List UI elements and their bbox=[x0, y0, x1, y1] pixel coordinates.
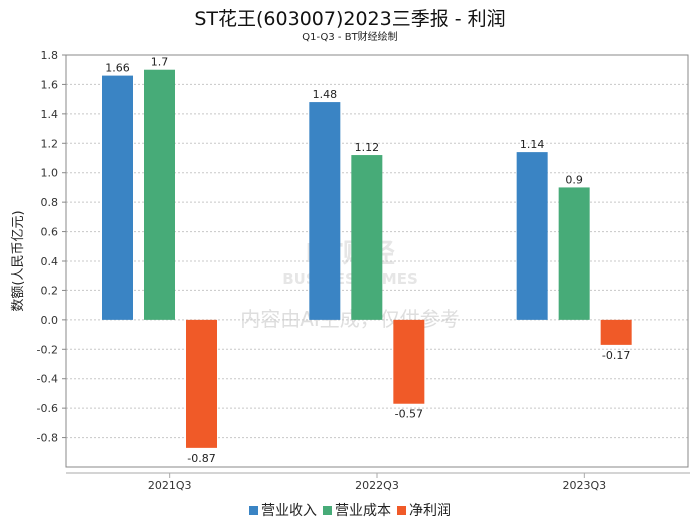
y-tick-label: 0.6 bbox=[41, 226, 59, 239]
legend-swatch bbox=[323, 505, 332, 515]
chart-subtitle: Q1-Q3 - BT财经绘制 bbox=[302, 32, 398, 43]
bar-2 bbox=[393, 319, 425, 404]
legend-item[interactable]: 营业成本 bbox=[323, 500, 391, 520]
data-label: 1.48 bbox=[313, 88, 338, 101]
y-tick-label: 1.2 bbox=[41, 137, 59, 150]
x-tick-label: 2023Q3 bbox=[563, 479, 607, 492]
y-tick-label: 1.6 bbox=[41, 78, 59, 91]
data-label: 1.7 bbox=[151, 56, 169, 69]
data-label: 1.12 bbox=[355, 141, 380, 154]
bar-1 bbox=[558, 187, 590, 320]
legend-item[interactable]: 净利润 bbox=[397, 500, 451, 520]
y-tick-label: -0.8 bbox=[37, 432, 58, 445]
y-tick-label: 1.0 bbox=[41, 167, 59, 180]
y-tick-label: 1.4 bbox=[41, 108, 59, 121]
bar-0 bbox=[102, 75, 133, 320]
x-tick-label: 2022Q3 bbox=[355, 479, 399, 492]
y-tick-label: 0.4 bbox=[41, 255, 59, 268]
legend: 营业收入 营业成本 净利润 bbox=[0, 500, 700, 520]
y-tick-label: -0.2 bbox=[37, 343, 58, 356]
bar-1 bbox=[144, 69, 175, 320]
data-label: -0.17 bbox=[602, 349, 630, 362]
legend-label: 净利润 bbox=[409, 503, 451, 519]
y-tick-label: -0.4 bbox=[37, 373, 58, 386]
bar-2 bbox=[600, 319, 632, 345]
y-tick-label: -0.6 bbox=[37, 402, 58, 415]
data-label: -0.57 bbox=[395, 408, 423, 421]
data-label: 1.66 bbox=[105, 62, 130, 75]
watermark-brand-en: BUSINESSTIMES bbox=[282, 270, 418, 288]
legend-label: 营业收入 bbox=[261, 503, 317, 519]
y-tick-label: 0.0 bbox=[41, 314, 59, 327]
y-tick-label: 0.2 bbox=[41, 284, 59, 297]
bar-0 bbox=[309, 102, 341, 320]
legend-swatch bbox=[249, 505, 258, 515]
y-axis-label: 数额(人民币亿元) bbox=[11, 210, 26, 311]
bar-0 bbox=[516, 152, 548, 320]
x-tick-label: 2021Q3 bbox=[148, 479, 192, 492]
bar-2 bbox=[186, 319, 217, 448]
data-label: 1.14 bbox=[520, 138, 545, 151]
legend-swatch bbox=[397, 505, 406, 515]
y-tick-label: 1.8 bbox=[41, 49, 59, 62]
y-tick-label: 0.8 bbox=[41, 196, 59, 209]
watermark-notice: 内容由AI生成，仅供参考 bbox=[240, 307, 460, 331]
plot-border bbox=[65, 54, 689, 468]
legend-item[interactable]: 营业收入 bbox=[249, 500, 317, 520]
bar-1 bbox=[351, 155, 383, 320]
chart-title: ST花王(603007)2023三季报 - 利润 bbox=[194, 8, 506, 30]
data-label: -0.87 bbox=[187, 452, 215, 465]
legend-label: 营业成本 bbox=[335, 503, 391, 519]
data-label: 0.9 bbox=[565, 173, 583, 186]
